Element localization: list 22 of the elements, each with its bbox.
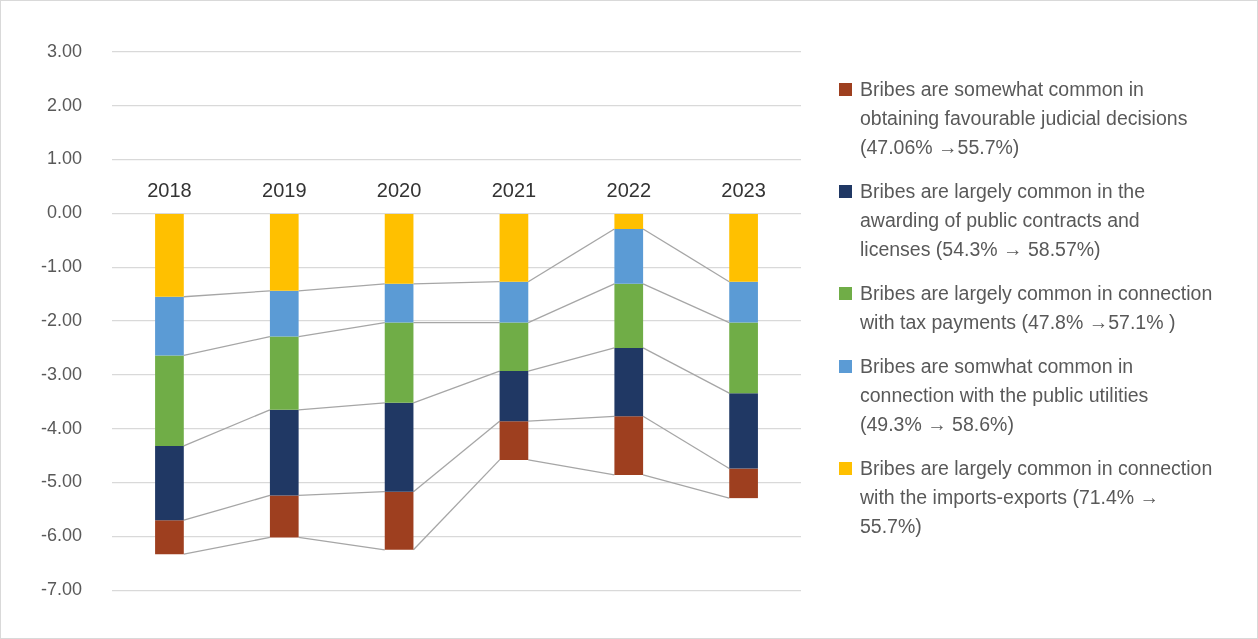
y-tick-label: -7.00 <box>41 579 83 600</box>
x-tick-label: 2019 <box>262 178 307 201</box>
y-tick-label: 0.00 <box>46 202 83 223</box>
x-tick-label: 2020 <box>376 178 422 201</box>
legend-label: Bribes are somwhat common in connection with the public utilities (49.3% → 58.6%) <box>860 354 1150 437</box>
legend-label: Bribes are somewhat common in obtaining favourable judicial decisions (47.06% →55.7%) <box>860 77 1189 160</box>
legend-label: Bribes are largely common in connection with the imports-exports (71.4% → 55.7%) <box>860 456 1214 539</box>
y-tick-label: -4.00 <box>41 417 83 438</box>
x-tick-label: 2021 <box>491 178 537 201</box>
x-tick-label: 2018 <box>147 178 192 201</box>
y-tick-label: 3.00 <box>46 40 83 61</box>
x-tick-label: 2022 <box>606 178 652 201</box>
y-tick-label: -6.00 <box>41 525 83 546</box>
y-tick-label: -3.00 <box>41 363 83 384</box>
legend-label: Bribes are largely common in the awarding of public contracts and licenses (54.3% → 58.57%) <box>860 179 1147 262</box>
legend-label: Bribes are largely common in connection with tax payments (47.8% →57.1% ) <box>860 281 1214 335</box>
x-tick-label: 2023 <box>721 178 766 201</box>
y-tick-label: 2.00 <box>46 94 83 115</box>
y-tick-label: -2.00 <box>41 309 83 330</box>
y-tick-label: -1.00 <box>41 256 83 277</box>
y-tick-label: 1.00 <box>46 148 83 169</box>
y-tick-label: -5.00 <box>41 471 83 492</box>
